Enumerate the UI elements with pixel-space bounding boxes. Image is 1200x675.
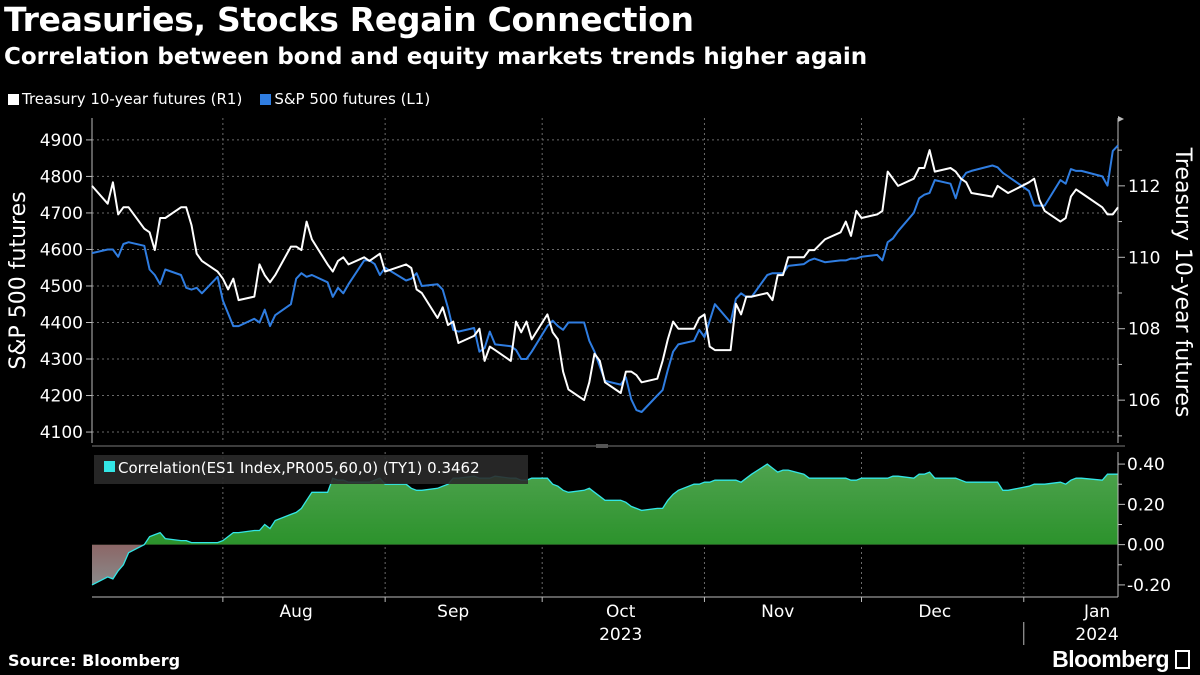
legend-label-spx: S&P 500 futures (L1) [274, 90, 431, 108]
series-line-treasury [91, 149, 1119, 402]
legend-item-spx: S&P 500 futures (L1) [260, 90, 430, 108]
corr-tick-label: 0.20 [1127, 495, 1165, 515]
y-axis-title-right: Treasury 10-year futures [1170, 147, 1195, 418]
legend-swatch-spx [260, 93, 272, 105]
series-line-spx [91, 144, 1119, 413]
x-month-label: Nov [761, 602, 794, 622]
panel-resize-handle [596, 444, 608, 448]
x-month-label: Jan [1083, 602, 1110, 622]
correlation-legend-box [94, 455, 528, 484]
brand: Bloomberg [1052, 646, 1190, 673]
chart-subtitle: Correlation between bond and equity mark… [4, 44, 868, 70]
y-tick-label-right: 110 [1128, 248, 1160, 268]
bloomberg-logo-icon [1175, 650, 1190, 669]
x-year-label: 2024 [1075, 625, 1118, 645]
correlation-legend-swatch [104, 461, 115, 472]
y-tick-label-left: 4900 [40, 131, 83, 151]
legend-swatch-treasury [8, 93, 19, 105]
y-tick-label-left: 4100 [40, 423, 83, 443]
source-note: Source: Bloomberg [8, 651, 181, 670]
brand-name: Bloomberg [1052, 646, 1169, 672]
corr-tick-label: 0.40 [1127, 455, 1165, 475]
y-tick-label-right: 108 [1128, 320, 1160, 340]
y-axis-right-arrow-icon [1118, 116, 1124, 122]
y-tick-label-left: 4300 [40, 350, 83, 370]
y-tick-label-right: 106 [1128, 391, 1160, 411]
correlation-legend-label: Correlation(ES1 Index,PR005,60,0) (TY1) … [118, 459, 480, 477]
correlation-area-negative [92, 544, 145, 585]
correlation-area-positive [92, 464, 1118, 545]
x-year-label: 2023 [599, 625, 642, 645]
correlation-line [91, 463, 1118, 586]
legend-item-treasury: Treasury 10-year futures (R1) [8, 90, 242, 108]
y-tick-label-left: 4400 [40, 313, 83, 333]
x-month-label: Dec [918, 602, 951, 622]
y-tick-label-left: 4700 [40, 204, 83, 224]
y-tick-label-right: 112 [1128, 177, 1160, 197]
x-month-label: Aug [280, 602, 313, 622]
chart-title: Treasuries, Stocks Regain Connection [4, 0, 694, 39]
y-tick-label-left: 4200 [40, 387, 83, 407]
y-tick-label-left: 4800 [40, 167, 83, 187]
y-axis-title-left: S&P 500 futures [6, 191, 31, 369]
main-legend: Treasury 10-year futures (R1) S&P 500 fu… [8, 90, 430, 108]
y-tick-label-left: 4500 [40, 277, 83, 297]
legend-label-treasury: Treasury 10-year futures (R1) [22, 90, 243, 108]
x-month-label: Oct [606, 602, 636, 622]
corr-tick-label: -0.20 [1127, 576, 1171, 596]
y-tick-label-left: 4600 [40, 240, 83, 260]
corr-tick-label: 0.00 [1127, 536, 1165, 556]
x-month-label: Sep [437, 602, 469, 622]
